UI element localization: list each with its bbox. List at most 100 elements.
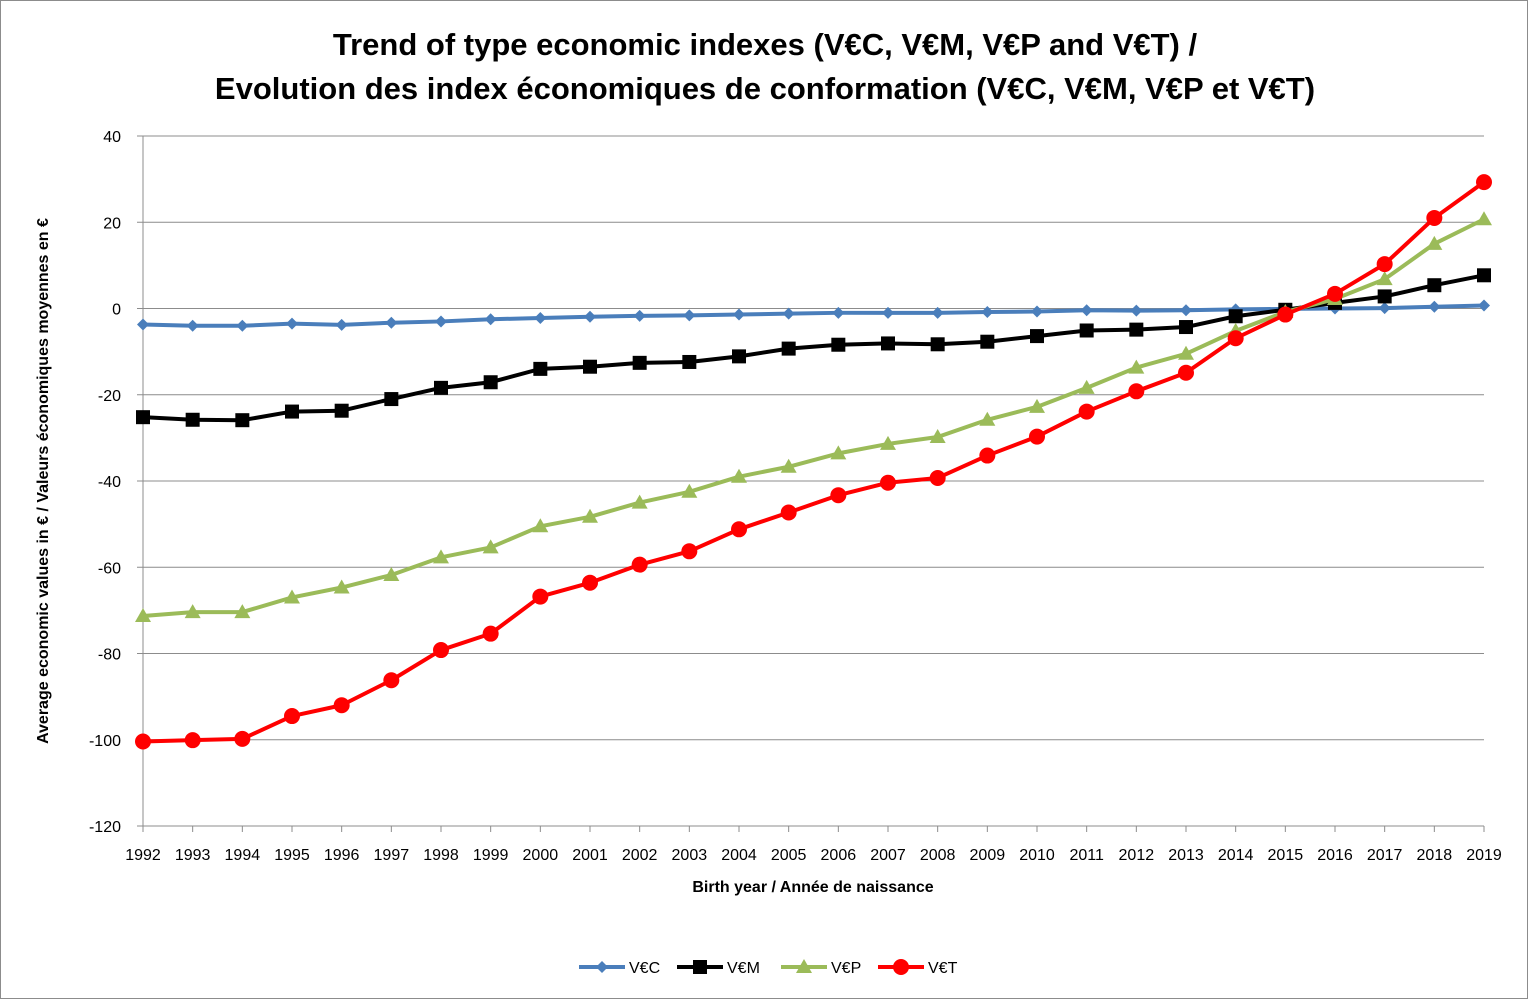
x-tick-label: 2013	[1168, 847, 1204, 864]
data-point-vem	[781, 341, 796, 356]
x-tick-label: 1992	[125, 847, 161, 864]
data-point-vec	[733, 308, 745, 321]
data-point-vep	[929, 429, 946, 444]
gridlines	[137, 135, 1484, 827]
data-point-vem	[583, 359, 597, 374]
data-point-vet	[1277, 306, 1294, 323]
data-point-vem	[1377, 289, 1392, 304]
series-vet	[135, 174, 1492, 750]
data-point-vem	[831, 337, 846, 352]
data-point-vem	[881, 336, 895, 351]
x-tick-label: 2017	[1367, 847, 1403, 864]
x-tick-label: 2003	[672, 847, 708, 864]
data-point-vet	[1128, 383, 1145, 400]
data-point-vep	[1476, 211, 1492, 226]
data-point-vep	[1426, 235, 1443, 250]
x-tick-label: 2001	[572, 847, 608, 864]
y-tick-label: -100	[89, 733, 121, 750]
data-point-vep	[1128, 359, 1145, 374]
x-tick-label: 2007	[870, 847, 906, 864]
y-tick-labels: 40 20 0 -20 -40 -60 -80 -100 -120	[89, 129, 121, 836]
data-point-vep	[1078, 379, 1095, 394]
data-point-vep	[830, 445, 847, 460]
y-tick-label: -120	[89, 819, 121, 836]
data-point-vem	[1030, 329, 1044, 344]
data-point-vet	[1376, 256, 1393, 273]
data-point-vet	[631, 556, 648, 573]
series-line-vep	[142, 217, 1485, 618]
series-line-vet	[142, 180, 1486, 744]
legend-item-vep: V€P	[781, 959, 861, 977]
data-point-vem	[235, 413, 250, 428]
data-point-vet	[532, 588, 549, 605]
legend-item-vet: V€T	[878, 959, 958, 977]
x-tick-label: 1997	[374, 847, 410, 864]
data-point-vep	[1178, 345, 1194, 360]
data-point-vet	[880, 474, 896, 491]
data-point-vem	[1179, 320, 1193, 335]
data-point-vem	[682, 354, 697, 369]
y-tick-label: 0	[112, 302, 121, 319]
data-point-vet	[284, 708, 300, 725]
data-point-vep	[880, 435, 896, 450]
y-axis-title: Average economic values in € / Valeurs é…	[35, 218, 52, 744]
data-point-vem	[1427, 278, 1442, 293]
data-point-vet	[433, 642, 449, 659]
data-point-vec	[186, 319, 199, 332]
data-point-vep	[979, 411, 996, 426]
x-tick-label: 2002	[622, 847, 658, 864]
data-point-vec	[1378, 302, 1391, 315]
x-tick-label: 2005	[771, 847, 807, 864]
x-tick-label: 2011	[1069, 847, 1104, 864]
data-point-vet	[1327, 285, 1343, 302]
data-point-vem	[136, 410, 150, 425]
data-point-vet	[1029, 428, 1045, 445]
x-tick-label: 2010	[1019, 847, 1055, 864]
x-tick-labels: 1992 1993 1994 1995 1996 1997 1998 1999 2000 2001…	[125, 847, 1502, 864]
x-tick-label: 2009	[970, 847, 1006, 864]
data-point-vec	[286, 317, 298, 330]
x-tick-label: 2008	[920, 847, 956, 864]
data-point-vem	[483, 375, 498, 390]
data-point-vet	[1426, 209, 1443, 226]
data-point-vec	[981, 305, 994, 318]
data-point-vec	[534, 311, 547, 324]
data-point-vem	[1228, 309, 1243, 324]
data-point-vec	[1130, 304, 1143, 317]
axes	[142, 136, 1485, 832]
data-point-vep	[135, 607, 151, 622]
legend-label: V€T	[928, 960, 958, 977]
data-point-vep	[780, 458, 797, 473]
x-tick-label: 2019	[1466, 847, 1502, 864]
legend-marker	[796, 959, 812, 973]
data-point-vem	[185, 412, 200, 427]
data-point-vet	[234, 730, 251, 747]
data-point-vet	[582, 574, 598, 591]
data-point-vet	[1227, 330, 1244, 347]
data-point-vep	[383, 567, 400, 582]
data-point-vec	[584, 310, 596, 323]
data-point-vem	[533, 361, 548, 376]
data-point-vec	[683, 309, 696, 322]
legend-item-vem: V€M	[677, 960, 760, 977]
data-point-vem	[980, 334, 995, 349]
data-point-vet	[681, 543, 698, 560]
y-tick-label: -60	[98, 560, 121, 577]
data-point-vep	[184, 604, 201, 619]
legend-label: V€M	[727, 960, 760, 977]
data-point-vec	[484, 313, 497, 326]
x-tick-label: 2006	[821, 847, 857, 864]
data-point-vem	[1477, 268, 1491, 283]
data-point-vem	[1129, 322, 1144, 337]
data-point-vep	[433, 549, 449, 564]
legend-marker	[596, 961, 608, 973]
x-tick-label: 2016	[1317, 847, 1353, 864]
x-tick-label: 1995	[274, 847, 310, 864]
data-point-vep	[681, 483, 698, 498]
data-point-vep	[333, 579, 350, 594]
data-point-vem	[930, 337, 945, 352]
legend-marker	[693, 960, 707, 974]
x-tick-label: 1996	[324, 847, 360, 864]
data-point-vec	[882, 306, 894, 319]
